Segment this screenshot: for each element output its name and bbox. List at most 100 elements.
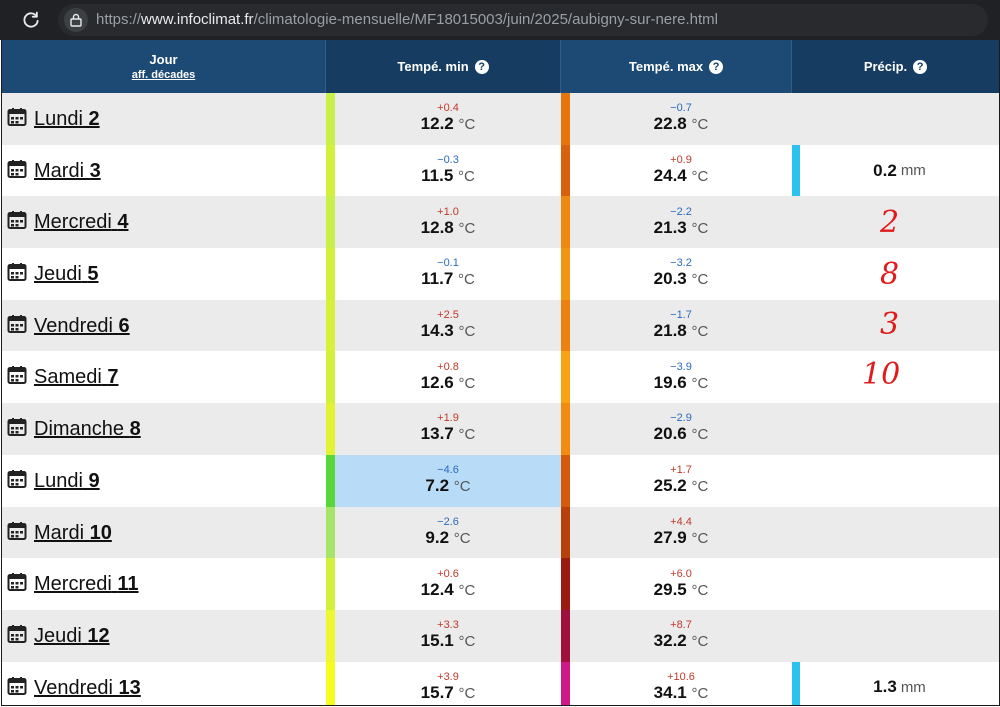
calendar-icon[interactable] <box>7 572 27 592</box>
day-link[interactable]: Vendredi 13 <box>34 677 141 700</box>
tmin-color-bar <box>326 196 335 249</box>
calendar-icon[interactable] <box>7 314 27 334</box>
day-link[interactable]: Mardi 3 <box>34 160 101 183</box>
day-link[interactable]: Samedi 7 <box>34 366 119 389</box>
tmax-value: 20.3 <box>653 269 687 289</box>
day-number: 5 <box>87 263 99 286</box>
tmin-deviation: −2.6 <box>437 515 459 528</box>
tmax-value: 22.8 <box>653 114 687 134</box>
calendar-icon[interactable] <box>7 365 27 385</box>
header-precip: Précip.? <box>792 40 999 93</box>
tmin-value: 12.2 <box>420 114 454 134</box>
calendar-icon[interactable] <box>7 159 27 179</box>
tmax-value-box: +4.4 27.9 °C <box>570 507 792 559</box>
day-name: Lundi <box>34 108 83 130</box>
lock-icon <box>70 13 82 27</box>
tmax-cell: +6.0 29.5 °C <box>561 558 792 610</box>
day-link[interactable]: Mercredi 4 <box>34 211 128 234</box>
temp-unit: °C <box>691 271 709 289</box>
table-row: Mardi 10 −2.6 9.2 °C +4.4 27.9 °C <box>2 506 999 559</box>
temp-unit: °C <box>691 168 709 186</box>
temp-unit: °C <box>691 633 709 651</box>
tmin-color-bar <box>326 454 335 507</box>
tmax-color-bar <box>561 248 570 300</box>
address-bar[interactable]: https://www.infoclimat.fr/climatologie-m… <box>58 4 988 36</box>
calendar-icon[interactable] <box>7 417 27 437</box>
precip-cell <box>792 93 999 145</box>
day-link[interactable]: Lundi 9 <box>34 470 100 493</box>
temp-unit: °C <box>691 116 709 134</box>
tmin-value: 14.3 <box>420 321 454 341</box>
reload-button[interactable] <box>16 6 46 34</box>
day-link[interactable]: Jeudi 5 <box>34 263 99 286</box>
tmax-color-bar <box>561 609 570 662</box>
calendar-icon[interactable] <box>7 107 27 127</box>
tmax-cell: −0.7 22.8 °C <box>561 93 792 145</box>
day-name: Lundi <box>34 469 83 492</box>
help-icon[interactable]: ? <box>709 59 724 74</box>
tmax-value: 21.3 <box>653 217 687 237</box>
tmax-color-bar <box>561 661 570 705</box>
site-info-icon[interactable] <box>64 8 88 32</box>
day-link[interactable]: Mercredi 11 <box>34 573 139 596</box>
calendar-icon[interactable] <box>7 469 27 489</box>
help-icon[interactable]: ? <box>474 59 489 74</box>
tmin-deviation: +1.9 <box>437 412 459 425</box>
tmin-deviation: +3.3 <box>437 619 459 632</box>
tmin-color-bar <box>326 248 335 300</box>
calendar-icon[interactable] <box>7 210 27 230</box>
calendar-icon[interactable] <box>7 676 27 696</box>
tmax-value: 27.9 <box>653 527 687 547</box>
header-tmin: Tempé. min? <box>326 40 561 93</box>
day-name: Mercredi <box>34 573 112 596</box>
day-link[interactable]: Lundi 2 <box>34 108 100 131</box>
table-row: Lundi 2 +0.4 12.2 °C −0.7 22.8 °C <box>2 93 999 145</box>
day-name: Vendredi <box>34 676 113 699</box>
tmax-value: 32.2 <box>653 631 687 651</box>
temp-unit: °C <box>691 374 709 392</box>
precip-cell <box>792 507 999 559</box>
tmin-color-bar <box>326 403 335 455</box>
day-number: 8 <box>129 418 141 441</box>
day-name: Jeudi <box>34 263 82 286</box>
temp-unit: °C <box>691 426 709 444</box>
day-cell: Lundi 9 <box>2 455 326 507</box>
tmin-value-box: −2.6 9.2 °C <box>335 507 561 559</box>
temp-unit: °C <box>691 219 709 237</box>
calendar-icon[interactable] <box>7 262 27 282</box>
header-precip-label: Précip. <box>863 59 908 74</box>
tmax-deviation: +6.0 <box>670 567 692 580</box>
day-link[interactable]: Vendredi 6 <box>34 315 130 338</box>
tmin-deviation: −0.1 <box>437 257 459 270</box>
tmax-cell: −1.7 21.8 °C <box>561 299 792 352</box>
help-icon[interactable]: ? <box>913 59 928 74</box>
tmin-cell: +3.9 15.7 °C <box>326 661 561 705</box>
tmin-value: 12.6 <box>420 372 454 392</box>
tmin-value: 12.8 <box>420 217 454 237</box>
tmax-value-box: −2.9 20.6 °C <box>570 403 792 455</box>
tmin-cell: +0.4 12.2 °C <box>326 93 561 145</box>
day-cell: Lundi 2 <box>2 93 326 145</box>
url-text[interactable]: https://www.infoclimat.fr/climatologie-m… <box>96 11 718 28</box>
calendar-icon[interactable] <box>7 624 27 644</box>
day-cell: Vendredi 6 <box>2 300 326 352</box>
precip-bar <box>792 661 800 705</box>
tmin-deviation: +3.9 <box>437 670 459 683</box>
calendar-icon[interactable] <box>7 521 27 541</box>
precip-unit: mm <box>900 162 926 180</box>
day-link[interactable]: Mardi 10 <box>34 522 112 545</box>
day-number: 13 <box>118 676 141 699</box>
tmin-cell: −0.1 11.7 °C <box>326 248 561 300</box>
tmax-deviation: −2.2 <box>670 205 692 218</box>
day-link[interactable]: Dimanche 8 <box>34 418 141 441</box>
day-number: 7 <box>107 366 119 389</box>
tmin-cell: −2.6 9.2 °C <box>326 506 561 559</box>
temp-unit: °C <box>453 478 471 496</box>
temp-unit: °C <box>691 323 709 341</box>
tmin-color-bar <box>326 351 335 404</box>
tmax-deviation: +1.7 <box>670 464 692 477</box>
show-decades-link[interactable]: aff. décades <box>131 69 196 81</box>
day-link[interactable]: Jeudi 12 <box>34 625 110 648</box>
handwritten-note: 8 <box>880 257 900 292</box>
tmin-color-bar <box>326 144 335 197</box>
